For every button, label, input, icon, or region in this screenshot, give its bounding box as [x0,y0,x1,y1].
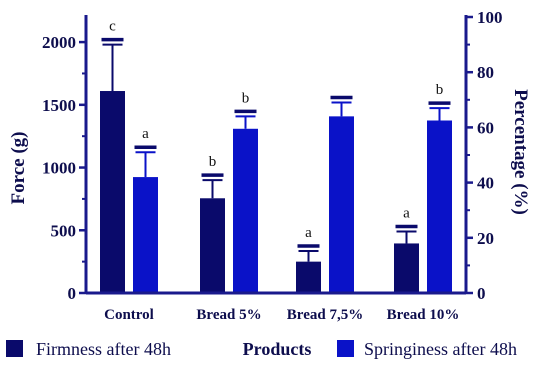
firmness-bar [394,243,419,293]
left-tick-label: 0 [68,284,77,303]
x-tick-label: Bread 5% [196,307,261,323]
significance-letter: b [209,154,217,170]
legend-swatch-springiness [337,340,354,357]
right-tick-label: 100 [477,8,503,27]
left-axis-title: Force (g) [8,132,29,205]
springiness-bar [427,120,452,293]
right-tick-label: 80 [477,63,494,82]
left-axis-ticks: 0 500 1000 1500 2000 [42,33,86,303]
right-tick-label: 20 [477,229,494,248]
springiness-bar [329,116,354,293]
bars-group: c b a a a b b [100,19,452,293]
legend: Firmness after 48h Products Springiness … [6,339,517,359]
significance-letter: a [142,126,149,142]
firmness-bar [296,261,321,293]
significance-letter: b [242,90,250,106]
right-axis-ticks: 0 20 40 60 80 100 [466,8,503,303]
firmness-bar [100,91,125,293]
significance-letter: a [403,206,410,222]
legend-swatch-firmness [6,340,23,357]
firmness-bar [200,198,225,293]
significance-letter: c [109,19,116,35]
springiness-bar [133,177,158,293]
legend-label-springiness: Springiness after 48h [364,339,517,359]
left-tick-label: 1000 [42,159,76,178]
springiness-bar [233,128,258,293]
right-tick-label: 0 [477,284,486,303]
x-tick-label: Control [104,307,154,323]
significance-letter: b [436,82,444,98]
x-axis-title: Products [243,339,312,359]
significance-letter: a [305,225,312,241]
x-tick-label: Bread 10% [387,307,460,323]
right-axis-title: Percentage (%) [510,89,531,215]
left-tick-label: 2000 [42,33,76,52]
left-tick-label: 500 [51,221,77,240]
left-tick-label: 1500 [42,96,76,115]
right-tick-label: 40 [477,174,494,193]
legend-label-firmness: Firmness after 48h [36,339,171,359]
right-tick-label: 60 [477,118,494,137]
x-tick-label: Bread 7,5% [287,307,363,323]
x-axis-ticks: Control Bread 5% Bread 7,5% Bread 10% [104,307,459,323]
